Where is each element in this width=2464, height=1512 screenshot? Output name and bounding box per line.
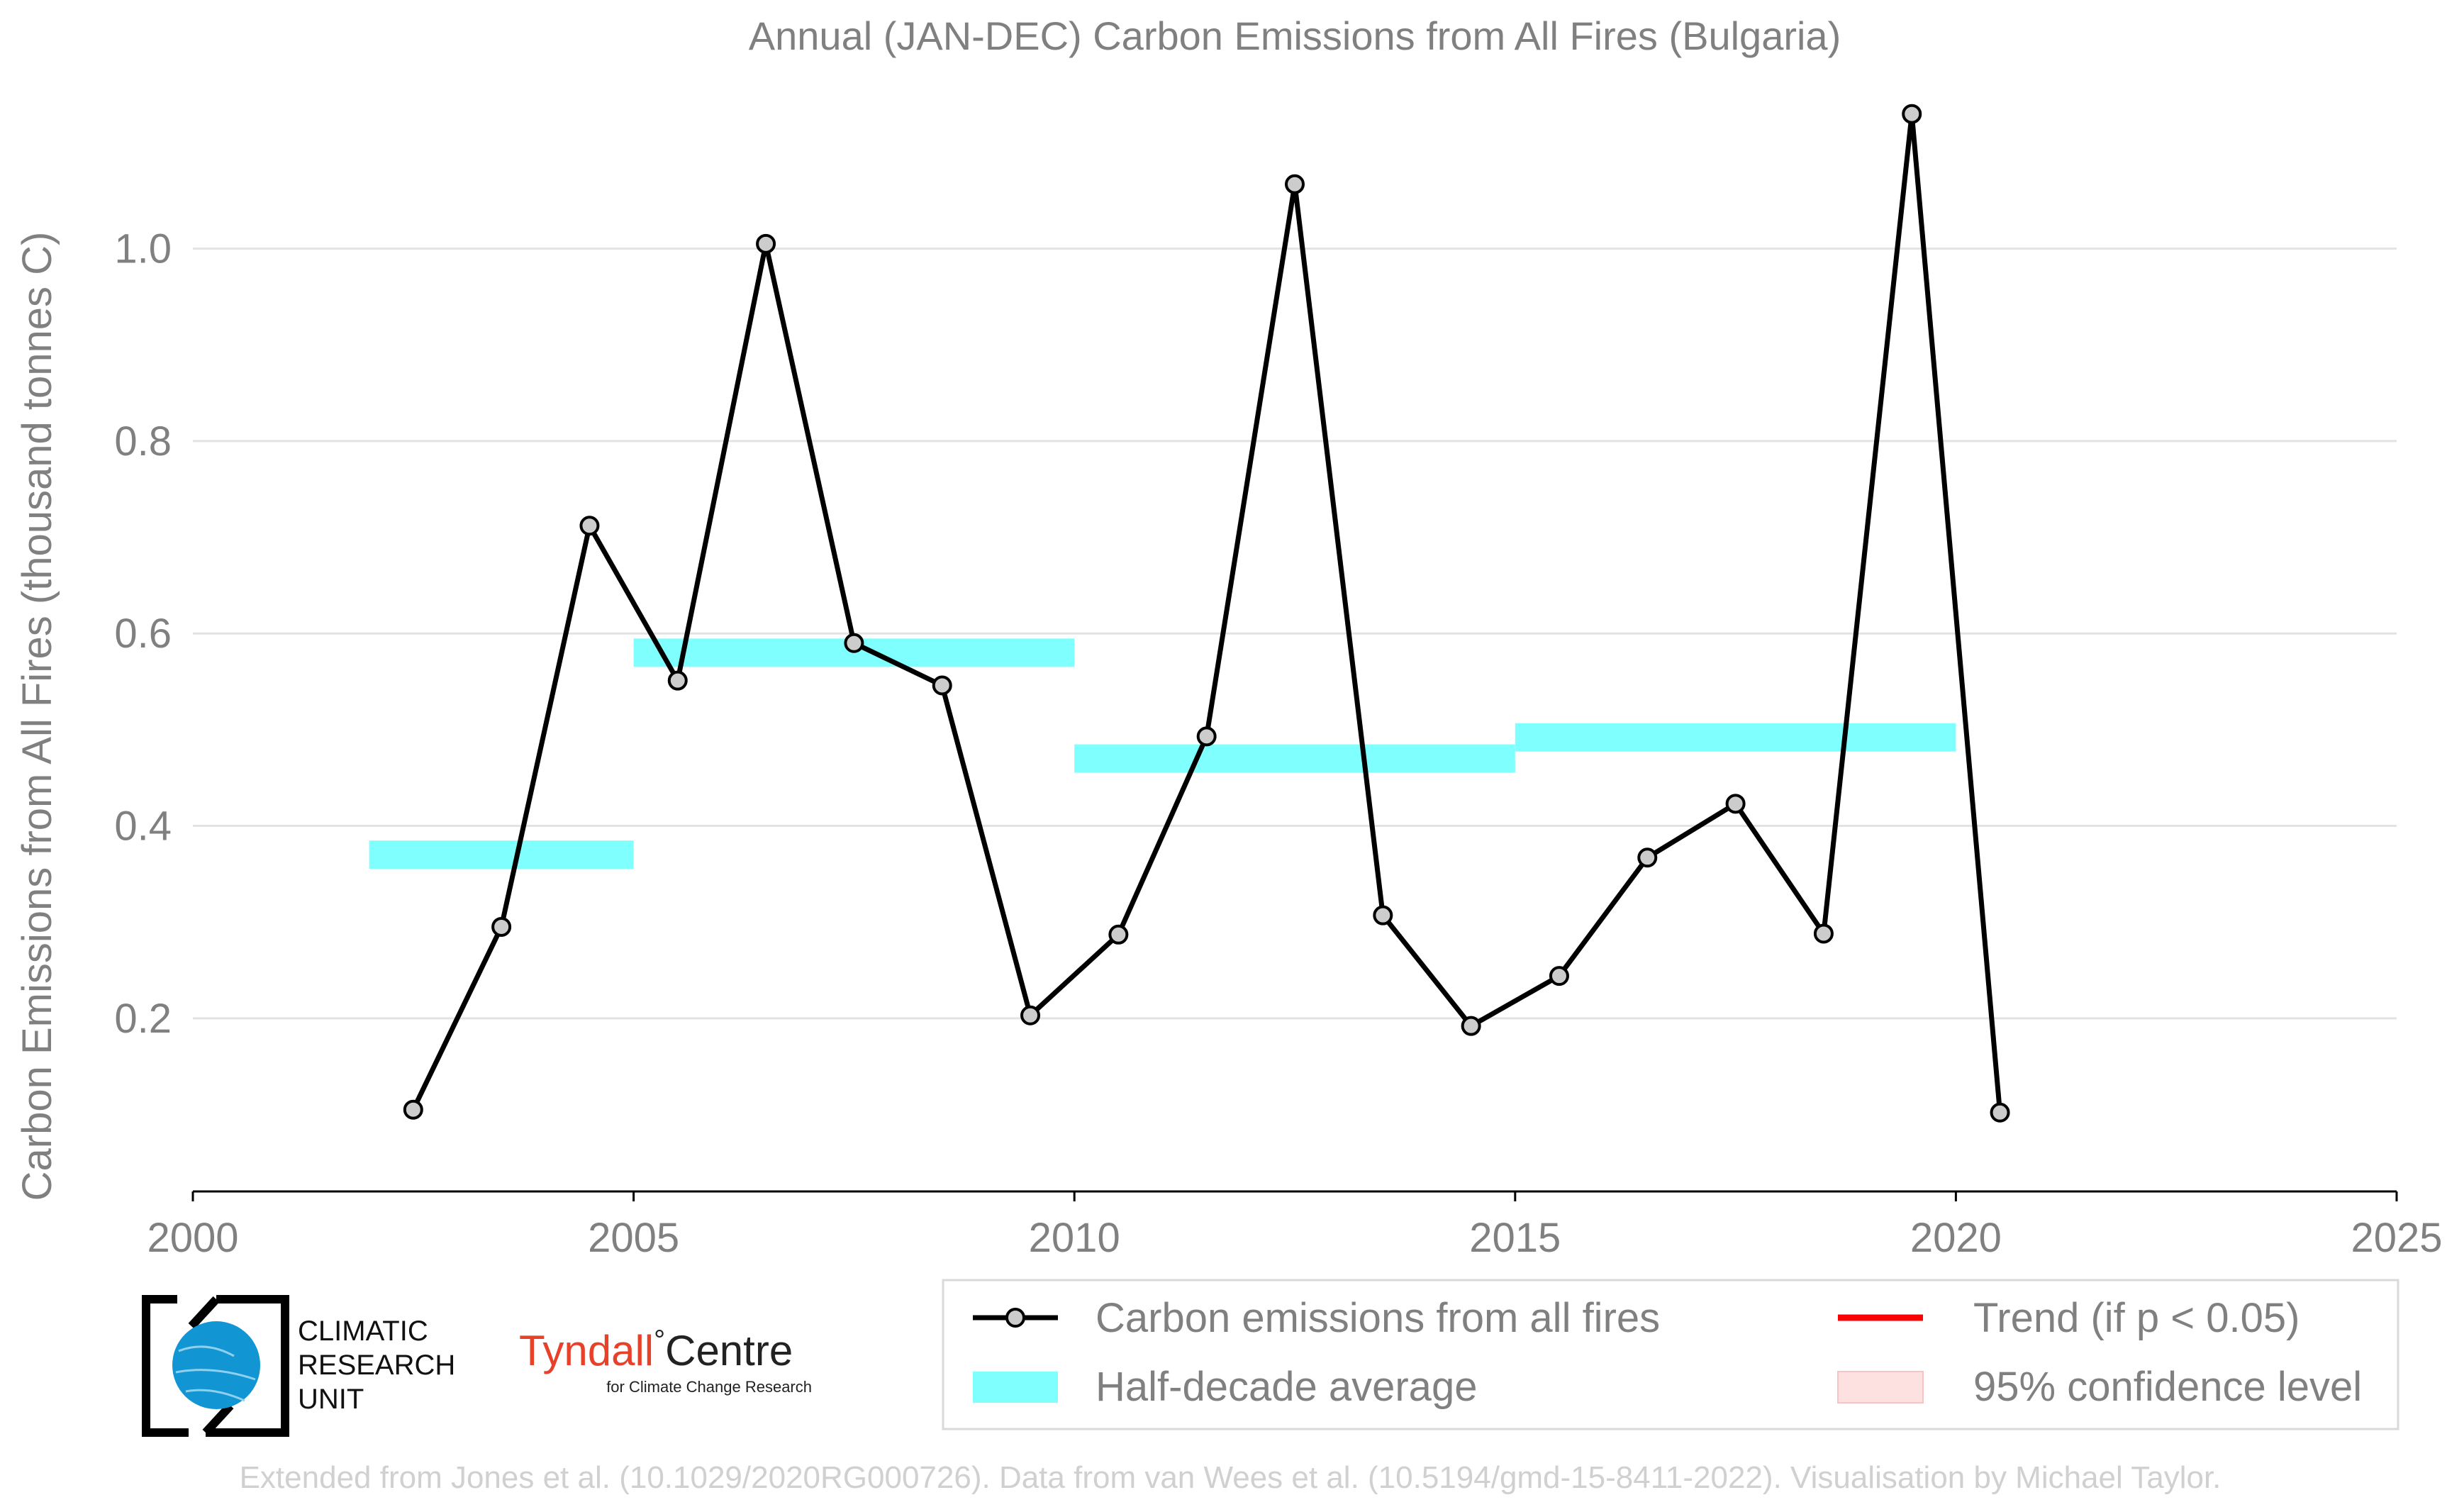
y-tick-label: 1.0 — [114, 226, 172, 272]
legend: Carbon emissions from all fires Trend (i… — [942, 1279, 2399, 1430]
y-axis-label: Carbon Emissions from All Fires (thousan… — [14, 232, 60, 1201]
globe-icon — [172, 1321, 260, 1409]
x-tick-label: 2015 — [1469, 1215, 1561, 1261]
gridlines — [193, 248, 2397, 1020]
tyndall-logo-name: Tyndall — [519, 1327, 654, 1374]
legend-swatch-confidence — [1837, 1371, 1924, 1403]
data-point — [1902, 104, 1922, 124]
data-point — [756, 233, 776, 254]
cru-logo: CLIMATIC RESEARCH UNIT — [142, 1295, 455, 1437]
data-point — [1725, 794, 1746, 814]
tyndall-logo-centre: Centre — [665, 1327, 793, 1374]
data-point — [667, 670, 688, 691]
chart-title: Annual (JAN-DEC) Carbon Emissions from A… — [749, 13, 1841, 58]
x-tick-label: 2005 — [588, 1215, 679, 1261]
x-tick-label: 2000 — [147, 1215, 238, 1261]
tyndall-logo-degree: ° — [654, 1325, 665, 1356]
emissions-line — [411, 111, 2003, 1113]
data-point — [932, 675, 952, 696]
legend-label-emissions: Carbon emissions from all fires — [1096, 1295, 1660, 1341]
data-point — [1461, 1016, 1481, 1036]
data-point — [1373, 905, 1393, 925]
x-tick-label: 2010 — [1029, 1215, 1120, 1261]
tyndall-logo-wordmark: Tyndall°Centre — [519, 1325, 793, 1374]
half-decade-bar-3 — [1515, 723, 1956, 752]
data-point — [491, 916, 512, 937]
data-point — [1549, 966, 1569, 986]
y-tick-label: 0.2 — [114, 996, 172, 1042]
tyndall-logo-subtitle: for Climate Change Research — [606, 1378, 812, 1396]
data-point — [1020, 1005, 1041, 1025]
data-point — [844, 633, 864, 653]
emissions-series — [403, 104, 2010, 1123]
data-point — [1285, 174, 1305, 194]
y-tick-label: 0.6 — [114, 611, 172, 657]
legend-label-half-decade: Half-decade average — [1096, 1364, 1477, 1410]
data-point — [1108, 924, 1129, 945]
cru-logo-line-3: UNIT — [298, 1384, 364, 1415]
data-point — [579, 516, 600, 536]
data-point — [1813, 923, 1834, 944]
x-axis: 2000 2005 2010 2015 2020 2025 — [147, 1190, 2443, 1261]
half-decade-average-bars — [369, 638, 1956, 869]
y-axis-ticks: 0.2 0.4 0.6 0.8 1.0 — [114, 226, 172, 1042]
data-point — [1990, 1102, 2010, 1123]
half-decade-bar-0 — [369, 840, 634, 869]
cru-logo-line-2: RESEARCH — [298, 1350, 455, 1381]
x-tick-label: 2025 — [2351, 1215, 2442, 1261]
legend-swatch-half-decade — [973, 1372, 1058, 1403]
x-tick-label: 2020 — [1910, 1215, 2002, 1261]
legend-frame — [942, 1279, 2399, 1430]
legend-label-confidence: 95% confidence level — [1973, 1364, 2362, 1410]
tyndall-logo: Tyndall°Centre for Climate Change Resear… — [519, 1325, 812, 1396]
legend-swatch-emissions-marker — [1005, 1308, 1025, 1328]
footer-credit: Extended from Jones et al. (10.1029/2020… — [240, 1460, 2221, 1495]
y-tick-label: 0.8 — [114, 418, 172, 465]
data-point — [403, 1099, 423, 1120]
data-point — [1196, 726, 1217, 747]
cru-logo-frame — [142, 1295, 289, 1437]
data-point — [1637, 847, 1658, 868]
legend-label-trend: Trend (if p < 0.05) — [1973, 1295, 2299, 1341]
cru-logo-line-1: CLIMATIC — [298, 1316, 428, 1347]
globe-icon-contours — [175, 1345, 256, 1402]
half-decade-bar-2 — [1074, 744, 1515, 773]
y-tick-label: 0.4 — [114, 804, 172, 850]
